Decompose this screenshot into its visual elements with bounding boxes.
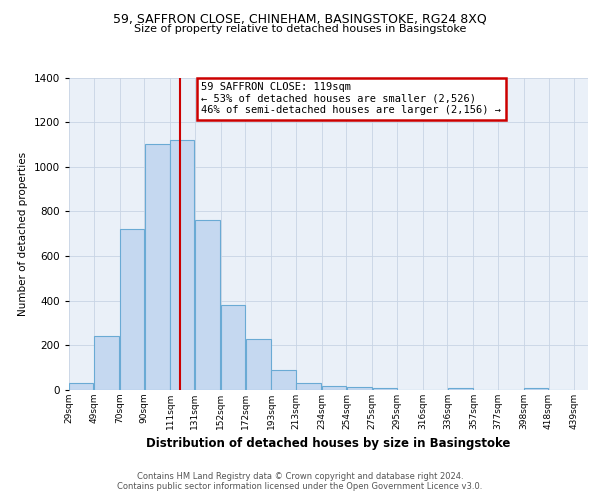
Bar xyxy=(170,140,194,390)
Bar xyxy=(70,384,94,390)
Bar xyxy=(322,386,346,390)
X-axis label: Distribution of detached houses by size in Basingstoke: Distribution of detached houses by size … xyxy=(146,438,511,450)
Bar xyxy=(221,305,245,390)
Bar xyxy=(120,230,144,390)
Text: Contains HM Land Registry data © Crown copyright and database right 2024.: Contains HM Land Registry data © Crown c… xyxy=(137,472,463,481)
Bar xyxy=(271,370,296,390)
Text: Size of property relative to detached houses in Basingstoke: Size of property relative to detached ho… xyxy=(134,24,466,34)
Bar xyxy=(373,388,397,390)
Bar xyxy=(245,338,271,390)
Bar xyxy=(94,336,119,390)
Bar xyxy=(296,384,322,390)
Text: 59, SAFFRON CLOSE, CHINEHAM, BASINGSTOKE, RG24 8XQ: 59, SAFFRON CLOSE, CHINEHAM, BASINGSTOKE… xyxy=(113,12,487,26)
Y-axis label: Number of detached properties: Number of detached properties xyxy=(18,152,28,316)
Text: 59 SAFFRON CLOSE: 119sqm
← 53% of detached houses are smaller (2,526)
46% of sem: 59 SAFFRON CLOSE: 119sqm ← 53% of detach… xyxy=(202,82,502,116)
Bar xyxy=(195,220,220,390)
Bar xyxy=(347,386,372,390)
Bar xyxy=(448,388,473,390)
Bar xyxy=(524,388,548,390)
Text: Contains public sector information licensed under the Open Government Licence v3: Contains public sector information licen… xyxy=(118,482,482,491)
Bar xyxy=(145,144,170,390)
